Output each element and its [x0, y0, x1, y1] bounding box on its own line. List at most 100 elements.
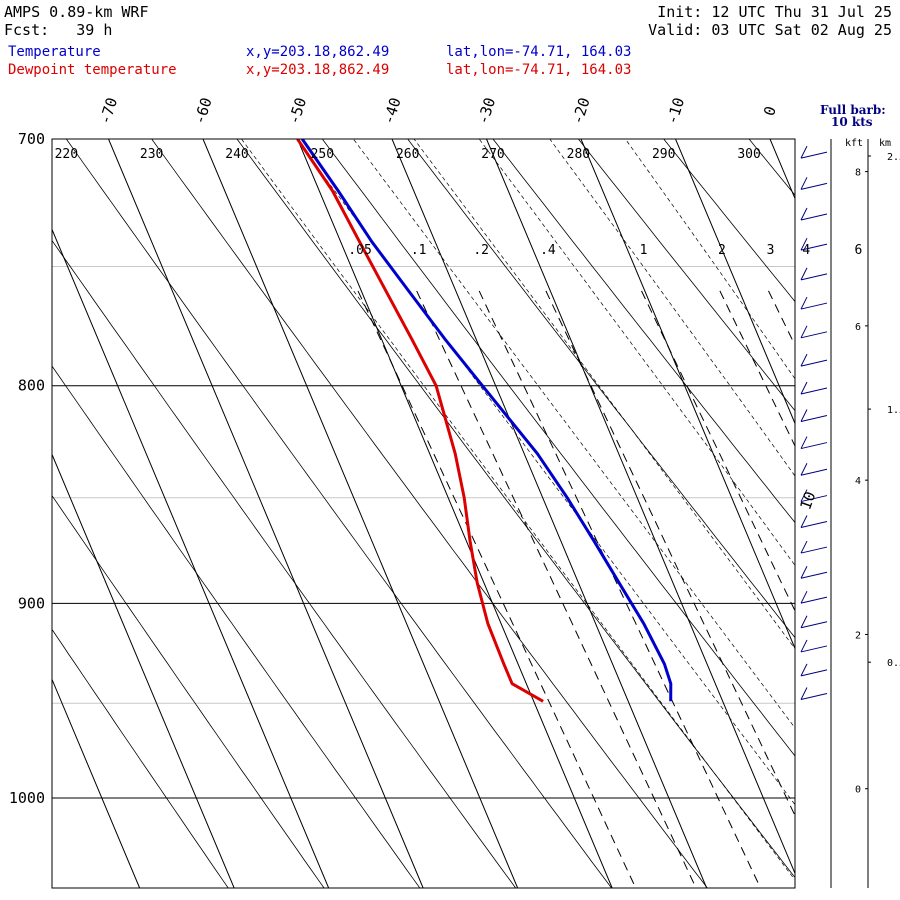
- dry-adiabat-line: [601, 0, 900, 888]
- pressure-tick-label: 900: [18, 594, 45, 612]
- mixing-ratio-label: 4: [802, 243, 810, 258]
- mixing-ratio-label: 3: [767, 243, 775, 258]
- wind-barb-flag: [800, 409, 808, 422]
- barb-legend-line1: Full barb:: [820, 103, 886, 117]
- wind-barb: [800, 621, 828, 629]
- dry-adiabat-line: [764, 0, 900, 888]
- isotherm-line: [486, 139, 795, 875]
- wind-barb-flag: [800, 325, 808, 339]
- kft-tick-label: 4: [855, 476, 861, 487]
- wind-barb: [800, 669, 828, 677]
- wind-barb: [800, 213, 828, 221]
- mixing-ratio-line: [641, 290, 795, 612]
- isotherm-line: [297, 139, 613, 888]
- wind-barb-flag: [800, 267, 808, 281]
- legend-temperature-name: Temperature: [8, 44, 101, 60]
- isotherm-line: [769, 139, 795, 200]
- mixing-ratio-line: [416, 290, 697, 888]
- dry-adiabat-line: [846, 0, 900, 888]
- dry-adiabat-line: [236, 139, 795, 879]
- isotherm-line: [0, 139, 45, 888]
- mixing-ratio-line: [804, 291, 900, 888]
- wind-barb-flag: [800, 207, 808, 221]
- init-time: Init: 12 UTC Thu 31 Jul 25: [657, 3, 892, 21]
- moist-adiabat-line: [295, 139, 795, 806]
- wind-barb: [800, 468, 828, 476]
- dry-adiabat-line: [52, 365, 421, 888]
- temperature-tick-label: -10: [663, 95, 688, 126]
- legend-dewpoint-xy: x,y=203.18,862.49: [246, 62, 390, 78]
- chart-header: AMPS 0.89-km WRF Fcst: 39 h Init: 12 UTC…: [0, 0, 900, 85]
- wind-barb-flag: [800, 436, 808, 449]
- mixing-ratio-line: [478, 290, 762, 888]
- wind-barb: [800, 546, 828, 554]
- temperature-profile-line: [300, 139, 673, 702]
- wind-barb-flag: [800, 663, 808, 677]
- wind-barb-flag: [800, 615, 808, 628]
- mixing-ratio-label: .2: [473, 243, 489, 258]
- wind-speed-annotation: 10: [796, 489, 819, 512]
- legend-dewpoint-name: Dewpoint temperature: [8, 62, 177, 78]
- temperature-tick-label: -30: [474, 95, 499, 126]
- temperature-tick-label: 0: [760, 104, 780, 118]
- mixing-ratio-line: [857, 291, 900, 888]
- forecast-hour: Fcst: 39 h: [4, 21, 113, 39]
- moist-adiabat-line: [241, 139, 795, 881]
- mixing-ratio-line: [357, 290, 637, 888]
- kft-tick-label: 8: [855, 168, 861, 179]
- barb-legend-line2: 10 kts: [831, 115, 873, 129]
- wind-barb: [800, 331, 828, 339]
- theta-label: 270: [481, 147, 504, 162]
- dry-adiabat-line: [321, 139, 795, 757]
- dry-adiabat-line: [52, 628, 229, 888]
- dry-adiabat-line: [492, 139, 795, 524]
- isotherm-line: [108, 139, 424, 888]
- wind-barb: [800, 359, 828, 367]
- wind-barb: [800, 596, 828, 604]
- wind-barb: [800, 182, 828, 190]
- mixing-ratio-label: .4: [540, 243, 556, 258]
- dry-adiabat-line: [151, 139, 708, 888]
- plot-frame: [51, 138, 796, 889]
- moist-adiabat-line: [549, 139, 795, 477]
- wind-barb: [800, 415, 828, 422]
- mixing-ratio-line: [719, 290, 795, 448]
- dewpoint-profile-line: [296, 139, 544, 703]
- wind-barb: [800, 442, 828, 450]
- theta-label: 230: [140, 147, 163, 162]
- wind-barb-flag: [800, 489, 808, 502]
- dry-adiabat-line: [52, 239, 517, 888]
- wind-barb-flag: [800, 296, 808, 310]
- wind-barb-flag: [800, 639, 808, 653]
- wind-barb-flag: [800, 237, 808, 251]
- isotherm-line: [675, 139, 795, 425]
- mixing-ratio-line: [545, 290, 795, 817]
- moist-adiabat-line: [478, 139, 795, 566]
- wind-barb: [800, 387, 828, 395]
- theta-label: 250: [311, 147, 334, 162]
- wind-barb: [800, 273, 828, 281]
- model-title: AMPS 0.89-km WRF: [4, 3, 149, 21]
- mixing-ratio-label: 1: [640, 243, 648, 258]
- isotherm-line: [580, 139, 795, 650]
- temperature-tick-label: -40: [379, 95, 404, 126]
- wind-barb: [800, 243, 828, 251]
- temperature-tick-label: -20: [568, 95, 593, 126]
- theta-label: 300: [737, 147, 760, 162]
- legend-dewpoint-latlon: lat,lon=-74.71, 164.03: [446, 62, 632, 78]
- legend-temperature-xy: x,y=203.18,862.49: [246, 44, 390, 60]
- wind-barb: [800, 151, 828, 159]
- wind-barb-flag: [800, 353, 808, 367]
- pressure-tick-label: 800: [18, 377, 45, 395]
- theta-label: 290: [652, 147, 675, 162]
- wind-barb: [800, 302, 828, 310]
- km-axis-label: km: [879, 138, 891, 149]
- isotherm-line: [52, 453, 235, 888]
- theta-label: 260: [396, 147, 419, 162]
- pressure-tick-label: 700: [18, 130, 45, 148]
- isotherm-line: [202, 139, 519, 888]
- dry-adiabat-line: [65, 139, 612, 888]
- wind-barb-flag: [800, 515, 808, 528]
- isotherm-line: [52, 228, 330, 888]
